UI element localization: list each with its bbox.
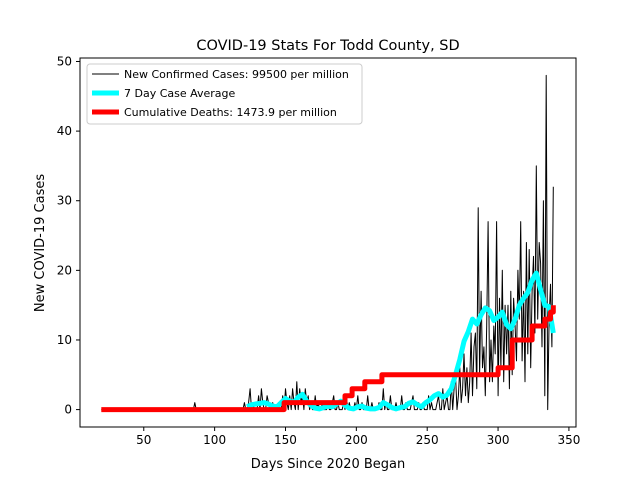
legend-label-1: New Confirmed Cases: 99500 per million: [124, 68, 349, 81]
x-axis-label: Days Since 2020 Began: [251, 457, 406, 472]
x-tick-label: 150: [274, 433, 297, 447]
legend-label-3: Cumulative Deaths: 1473.9 per million: [124, 106, 337, 119]
legend: New Confirmed Cases: 99500 per million 7 …: [86, 63, 363, 125]
y-tick-label: 30: [57, 194, 72, 208]
y-tick-label: 0: [64, 403, 72, 417]
x-tick-label: 200: [345, 433, 368, 447]
x-tick-label: 350: [557, 433, 580, 447]
chart-title: COVID-19 Stats For Todd County, SD: [196, 38, 459, 54]
x-tick-label: 300: [487, 433, 510, 447]
x-tick-label: 50: [136, 433, 151, 447]
y-tick-label: 40: [57, 124, 72, 138]
axes: 50 100 150 200 250 300 350 0 10 20 30 40 50: [57, 54, 581, 447]
x-tick-label: 100: [203, 433, 226, 447]
x-tick-label: 250: [416, 433, 439, 447]
legend-label-2: 7 Day Case Average: [124, 87, 236, 100]
axes-frame: [79, 57, 577, 428]
legend-box: [86, 63, 363, 125]
y-axis-label: New COVID-19 Cases: [33, 174, 48, 312]
y-tick-label: 20: [57, 263, 72, 277]
series-line-2: [246, 270, 556, 412]
series-line-3: [101, 305, 556, 413]
y-tick-label: 50: [57, 54, 72, 68]
y-tick-label: 10: [57, 333, 72, 347]
plot-area: [101, 74, 556, 413]
